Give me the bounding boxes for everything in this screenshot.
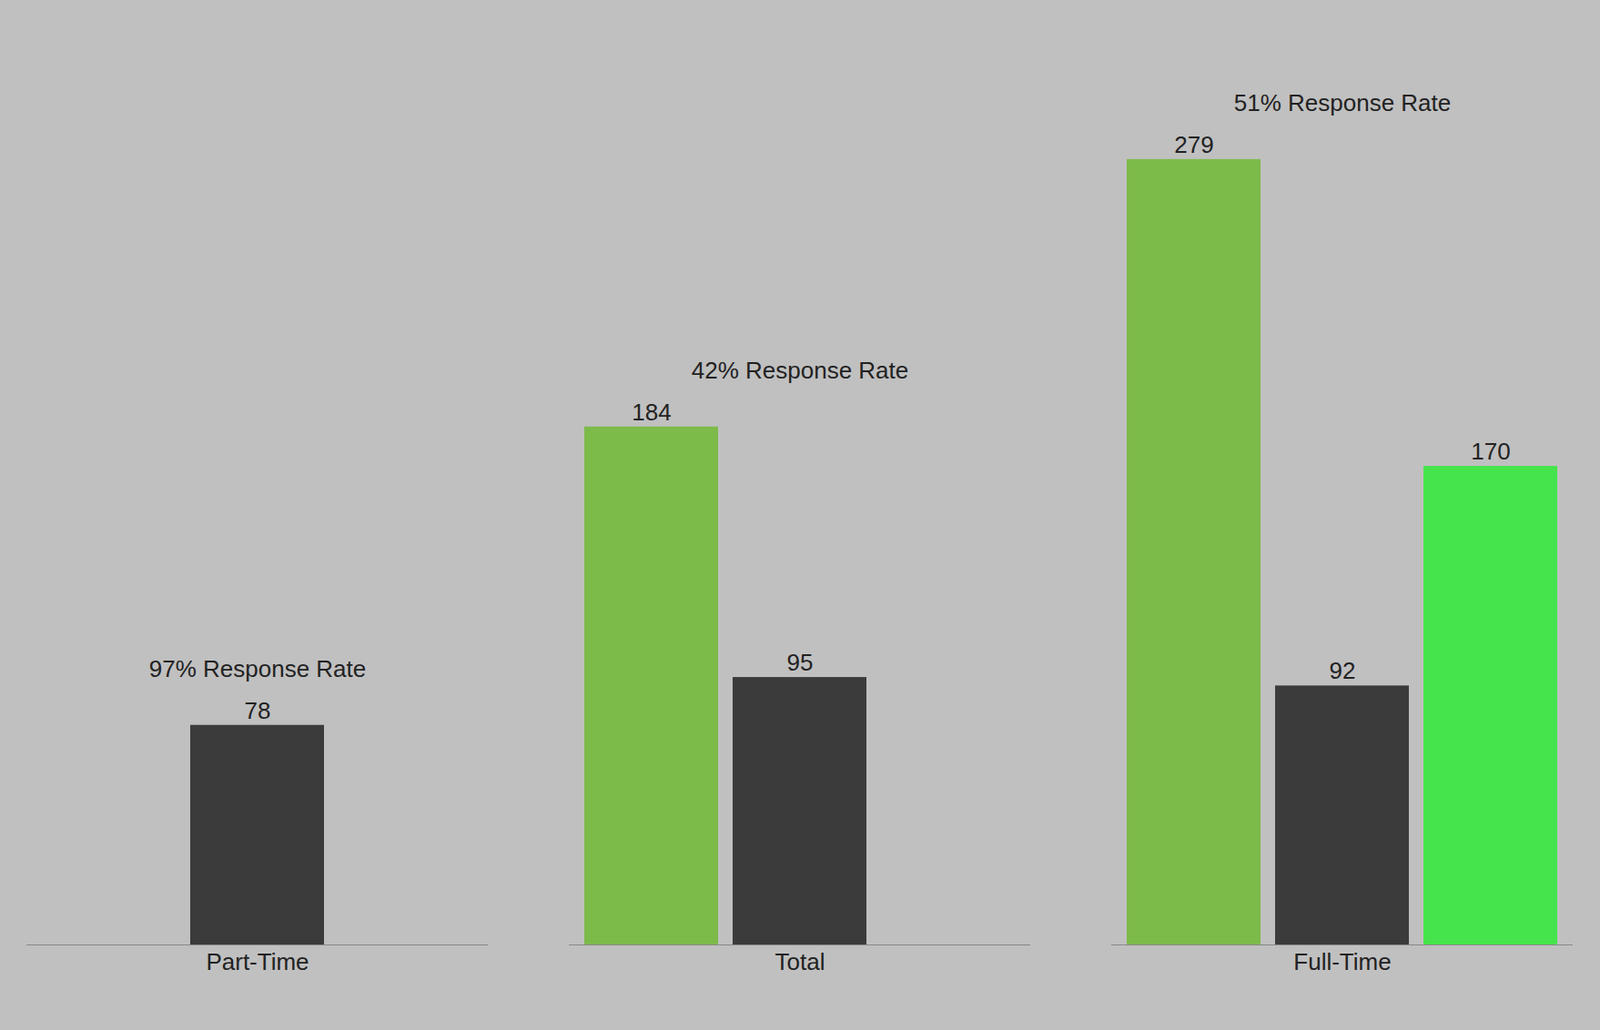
svg-text:78: 78	[244, 697, 272, 725]
svg-text:95: 95	[787, 648, 814, 677]
svg-text:Full-Time: Full-Time	[1293, 948, 1391, 976]
svg-text:Total: Total	[775, 948, 826, 976]
svg-text:279: 279	[1174, 131, 1214, 159]
svg-text:92: 92	[1329, 657, 1357, 685]
svg-text:Part-Time: Part-Time	[205, 948, 309, 976]
svg-text:170: 170	[1470, 437, 1510, 466]
svg-text:97% Response Rate: 97% Response Rate	[149, 655, 366, 683]
svg-text:51% Response Rate: 51% Response Rate	[1234, 89, 1451, 117]
svg-text:184: 184	[631, 398, 671, 426]
svg-text:42% Response Rate: 42% Response Rate	[691, 356, 909, 385]
